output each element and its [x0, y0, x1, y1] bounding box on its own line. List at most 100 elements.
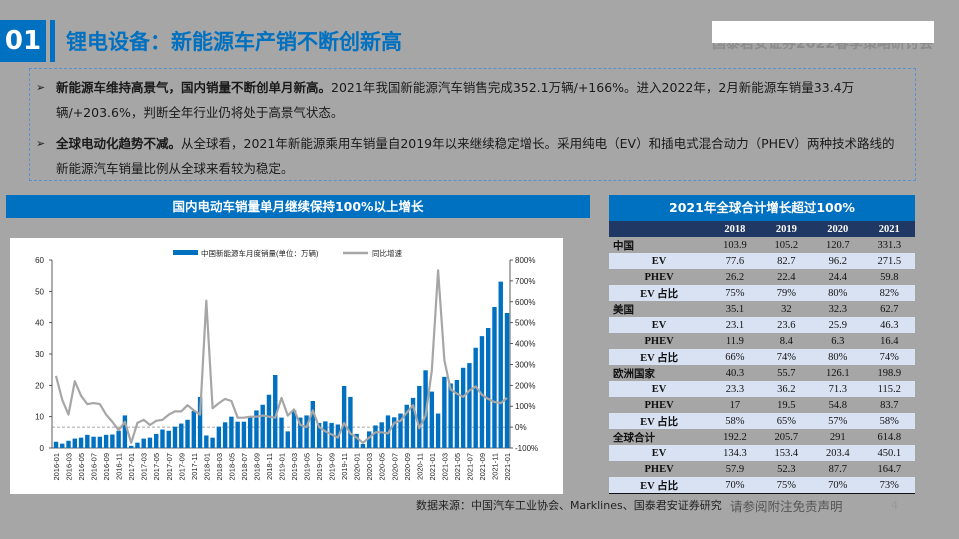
- table-cell: 331.3: [877, 239, 902, 251]
- x-tick-label: 2019-01: [278, 453, 287, 481]
- sales-bar: [53, 441, 59, 448]
- sales-bar: [147, 437, 153, 448]
- table-row: PHEV 11.9 8.4 6.3 16.4: [609, 333, 915, 349]
- table-title: 2021年全球合计增长超过100%: [609, 195, 915, 221]
- x-tick-label: 2017-11: [190, 453, 199, 480]
- sales-bar: [78, 437, 84, 448]
- sales-bar: [185, 419, 190, 448]
- sales-bar: [97, 436, 103, 448]
- x-tick-label: 2017-05: [152, 453, 161, 481]
- sales-bar: [103, 434, 109, 448]
- sales-bar: [191, 411, 197, 448]
- summary-box: ➢ 新能源车维持高景气，国内销量不断创单月新高。2021年我国新能源汽车销售完成…: [29, 68, 916, 181]
- sales-bar: [498, 281, 503, 448]
- table-cell: 19.5: [777, 399, 796, 411]
- sales-bar: [360, 443, 366, 448]
- sales-bar: [473, 347, 478, 448]
- table-cell: 57.9: [725, 463, 745, 475]
- sales-bar: [467, 363, 472, 448]
- title-accent-bar: [50, 20, 55, 62]
- row-label: EV: [609, 381, 710, 397]
- x-tick-label: 2017-09: [177, 453, 186, 481]
- sales-bar: [72, 438, 77, 448]
- table-row: PHEV 17 19.5 54.8 83.7: [609, 397, 915, 413]
- legend-bar-label: 中国新能源车月度销量(单位：万辆): [201, 248, 319, 258]
- table-cell: 23.1: [709, 317, 761, 333]
- table-cell: 134.3: [709, 445, 761, 461]
- table-row: 美国 35.1 32 32.3 62.7: [609, 301, 915, 317]
- left-tick-label: 40: [35, 319, 44, 328]
- x-tick-label: 2018-07: [240, 453, 249, 481]
- left-tick-label: 10: [35, 413, 44, 422]
- left-tick-label: 60: [35, 256, 44, 265]
- left-tick-label: 50: [35, 287, 44, 296]
- table-cell: 23.3: [709, 381, 761, 397]
- sales-bar: [448, 383, 453, 448]
- table-row: EV 占比 70% 75% 70% 73%: [609, 477, 915, 494]
- sales-bar: [116, 430, 121, 448]
- left-tick-label: 0: [40, 444, 45, 453]
- table-cell: 103.9: [723, 239, 747, 251]
- sales-bar: [323, 421, 328, 448]
- table-row: EV 占比 58% 65% 57% 58%: [609, 413, 915, 429]
- table-cell: 55.7: [777, 367, 796, 379]
- table-cell: 80%: [812, 285, 864, 301]
- table-cell: 58%: [863, 413, 915, 429]
- x-tick-label: 2020-07: [390, 453, 399, 481]
- page-number: 4: [891, 499, 898, 512]
- sales-bar: [442, 376, 447, 448]
- left-tick-label: 20: [35, 381, 44, 390]
- column-header: 2021: [863, 221, 915, 237]
- sales-bar: [304, 415, 309, 448]
- arrow-bullet-icon: ➢: [36, 81, 46, 94]
- sales-bar: [279, 417, 284, 448]
- x-tick-label: 2019-07: [315, 453, 324, 481]
- sales-bar: [85, 434, 90, 448]
- bullet-item: ➢ 新能源车维持高景气，国内销量不断创单月新高。2021年我国新能源汽车销售完成…: [36, 75, 905, 125]
- table-cell: 23.6: [760, 317, 813, 333]
- table-row: EV 77.6 82.7 96.2 271.5: [609, 253, 915, 269]
- sales-bar: [410, 397, 416, 448]
- table-cell: 75%: [760, 477, 813, 494]
- table-cell: 83.7: [880, 399, 899, 411]
- sales-bar: [373, 425, 378, 448]
- x-tick-label: 2016-05: [77, 453, 86, 481]
- row-label: PHEV: [644, 463, 674, 475]
- x-tick-label: 2019-05: [303, 453, 312, 481]
- table-cell: 205.7: [774, 431, 799, 443]
- sales-bar: [154, 433, 159, 448]
- sales-bar: [197, 396, 203, 448]
- table-cell: 70%: [812, 477, 864, 494]
- x-tick-label: 2017-07: [165, 453, 174, 481]
- table-cell: 66%: [709, 349, 761, 365]
- table-cell: 291: [829, 431, 846, 443]
- x-tick-label: 2016-09: [102, 453, 111, 481]
- section-number: 01: [0, 20, 46, 62]
- table-cell: 115.2: [863, 381, 915, 397]
- x-tick-label: 2018-05: [227, 453, 236, 481]
- x-tick-label: 2021-03: [440, 453, 449, 481]
- table-cell: 82%: [863, 285, 915, 301]
- x-tick-label: 2020-01: [353, 453, 362, 481]
- x-tick-label: 2021-11: [490, 453, 499, 480]
- table-cell: 58%: [709, 413, 761, 429]
- sales-bar: [291, 410, 297, 448]
- sales-bar: [354, 433, 359, 448]
- sales-bar: [417, 385, 422, 448]
- right-tick-label: -100%: [515, 444, 538, 453]
- sales-bar: [298, 417, 303, 448]
- sales-bar: [210, 437, 215, 448]
- sales-bar: [316, 422, 322, 448]
- page-title: 锂电设备：新能源车产销不断创新高: [66, 30, 402, 54]
- right-tick-label: 700%: [515, 277, 535, 286]
- table-row: 欧洲国家 40.3 55.7 126.1 198.9: [609, 365, 915, 381]
- sales-bar: [229, 416, 234, 448]
- sales-bar: [285, 431, 290, 448]
- table-row: 全球合计 192.2 205.7 291 614.8: [609, 429, 915, 445]
- sales-bar: [492, 307, 497, 448]
- sales-bar: [435, 413, 441, 448]
- yoy-growth-line: [54, 269, 508, 444]
- table-cell: 271.5: [863, 253, 915, 269]
- table-cell: 153.4: [760, 445, 813, 461]
- table-cell: 203.4: [812, 445, 864, 461]
